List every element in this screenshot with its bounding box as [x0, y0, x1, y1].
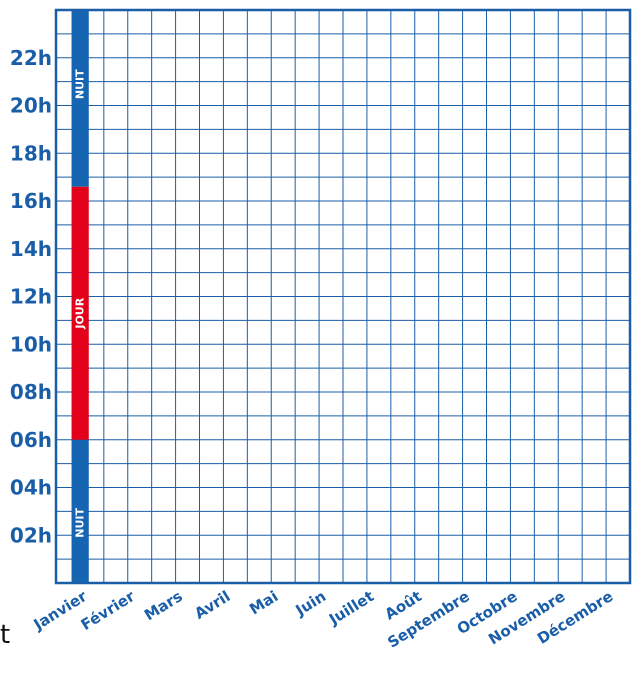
x-tick-label: Juin [292, 587, 330, 620]
band-layer: NUIT JOUR NUIT [71, 10, 89, 583]
y-axis-ticks: 02h 04h 06h 08h 10h 12h 14h 16h 18h 20h 22h [10, 46, 52, 548]
y-tick-label: 12h [10, 285, 52, 309]
band-bar-jour-1 [71, 186, 89, 440]
chart-grid [56, 10, 630, 583]
chart-frame [54, 8, 632, 585]
y-tick-label: 14h [10, 237, 52, 261]
x-tick-label: Mars [141, 587, 186, 624]
chart-border [54, 8, 632, 585]
x-tick-label: Mai [246, 587, 281, 618]
y-tick-label: 22h [10, 46, 52, 70]
y-tick-label: 16h [10, 189, 52, 213]
band-label-jour-1: JOUR [74, 297, 87, 329]
y-tick-label: 18h [10, 141, 52, 165]
x-tick-label: Février [78, 587, 139, 634]
x-tick-label: Juillet [325, 587, 377, 629]
x-tick-label: Avril [191, 587, 233, 623]
band-bar-nuit-0 [71, 439, 89, 583]
y-tick-label: 10h [10, 332, 52, 356]
y-tick-label: 08h [10, 380, 52, 404]
y-tick-label: 20h [10, 94, 52, 118]
y-tick-label: 02h [10, 523, 52, 547]
y-tick-label: 06h [10, 428, 52, 452]
y-tick-label: 04h [10, 476, 52, 500]
band-label-nuit-0: NUIT [74, 507, 87, 537]
stray-text: t [0, 620, 11, 650]
band-label-nuit-2: NUIT [74, 69, 87, 99]
x-tick-label: Janvier [30, 587, 91, 634]
band-bar-nuit-2 [71, 10, 89, 187]
